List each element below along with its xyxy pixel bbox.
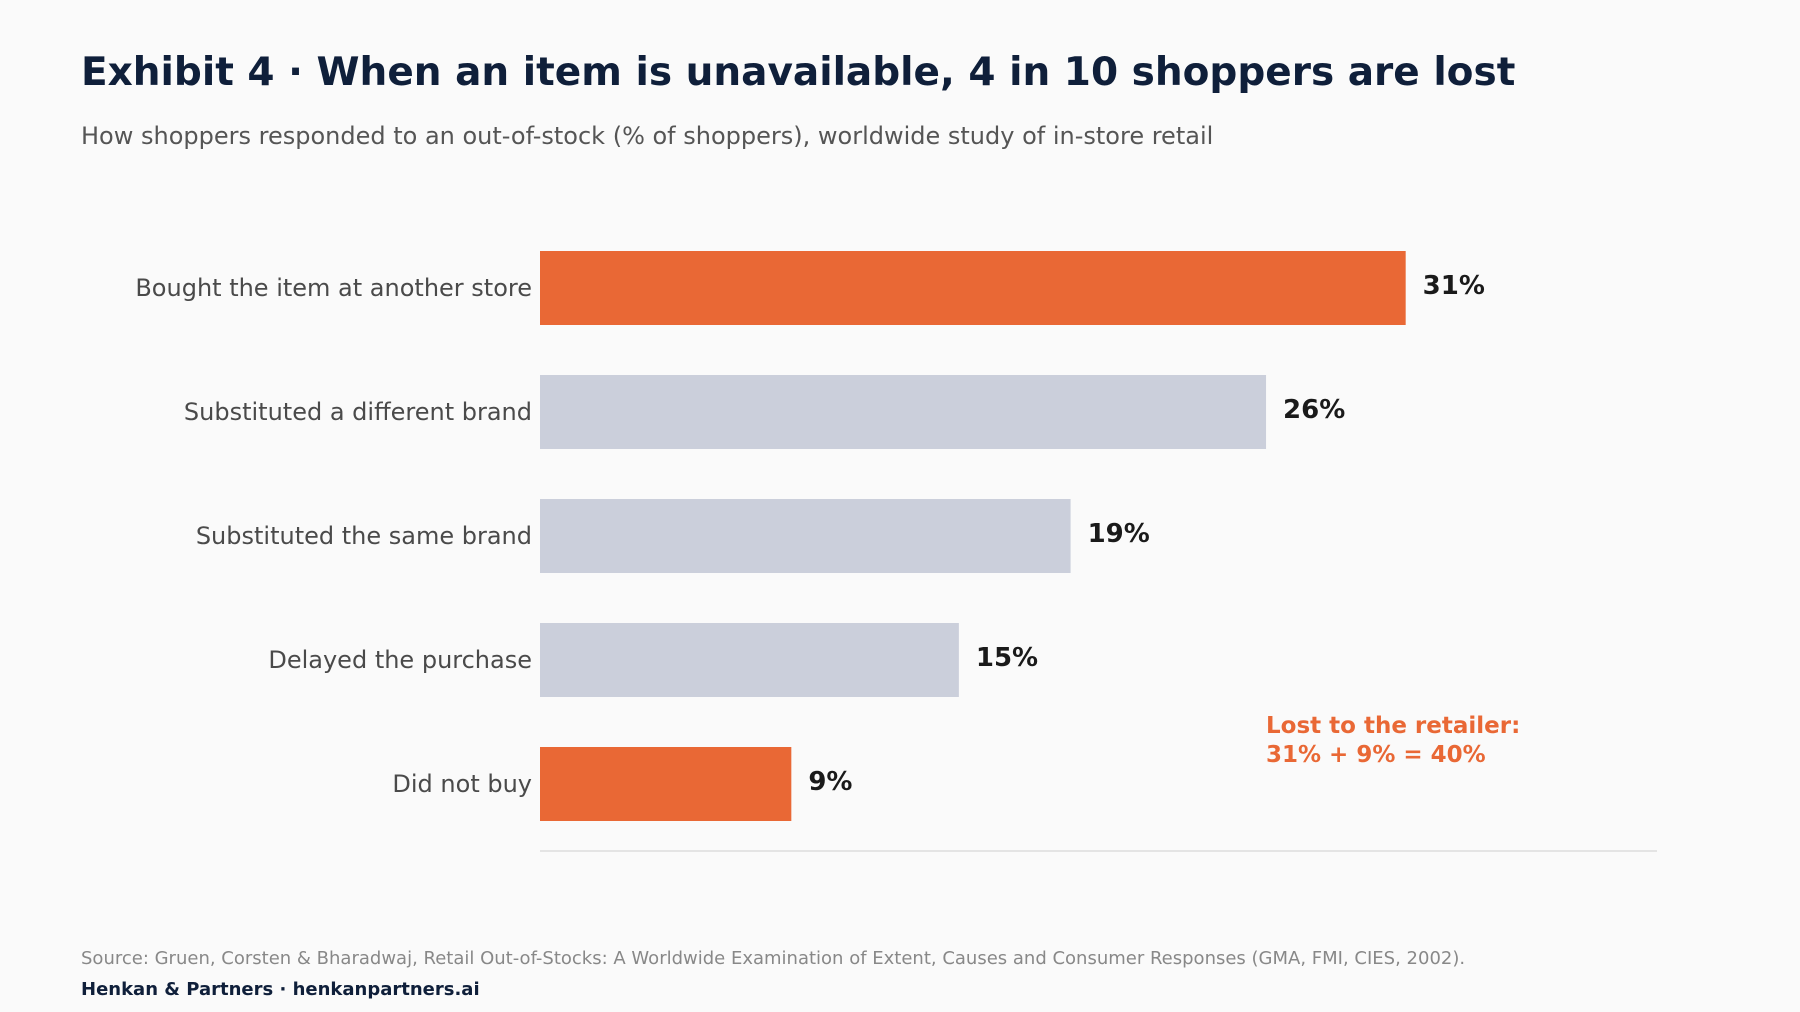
value-label: 26%	[1283, 395, 1345, 425]
chart-subtitle: How shoppers responded to an out-of-stoc…	[81, 122, 1214, 150]
bar	[540, 251, 1406, 325]
chart-title: Exhibit 4 · When an item is unavailable,…	[81, 50, 1516, 95]
bar-chart: Bought the item at another store 31% Subst…	[135, 251, 1657, 852]
category-label: Delayed the purchase	[268, 646, 532, 674]
bar	[540, 499, 1071, 573]
category-label: Did not buy	[392, 770, 532, 798]
category-label: Substituted a different brand	[184, 398, 532, 426]
chart-marks: Bought the item at another store 31% Subst…	[135, 251, 1485, 821]
annotation-line-1: Lost to the retailer:	[1266, 713, 1520, 739]
value-label: 15%	[976, 643, 1038, 673]
annotation-line-2: 31% + 9% = 40%	[1266, 742, 1486, 768]
category-label: Substituted the same brand	[196, 522, 532, 550]
bar	[540, 375, 1267, 449]
bar	[540, 623, 959, 697]
value-label: 31%	[1423, 271, 1485, 301]
bar	[540, 747, 792, 821]
category-label: Bought the item at another store	[135, 274, 532, 302]
brand-footer: Henkan & Partners · henkanpartners.ai	[81, 979, 480, 1000]
source-note: Source: Gruen, Corsten & Bharadwaj, Reta…	[81, 948, 1466, 969]
value-label: 19%	[1088, 519, 1150, 549]
value-label: 9%	[808, 767, 852, 797]
